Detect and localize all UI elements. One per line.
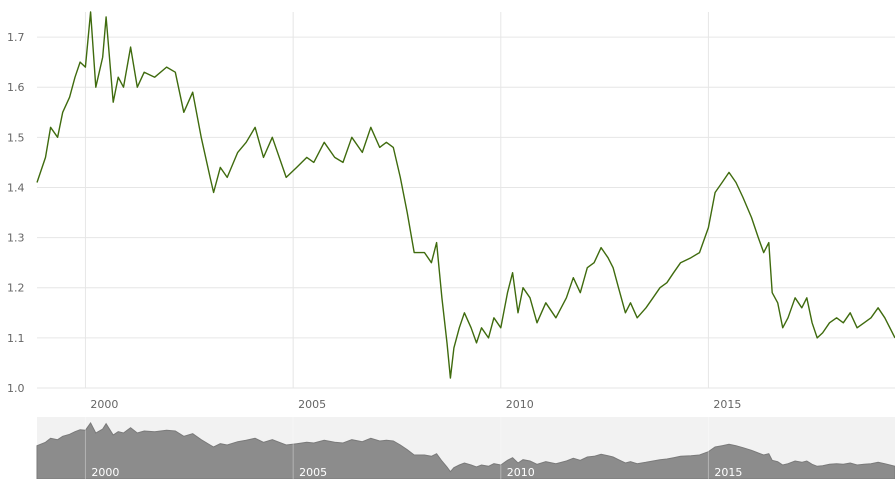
x-tick-label: 2010: [506, 398, 534, 411]
y-tick-label: 1.7: [7, 31, 25, 44]
y-tick-label: 1.0: [7, 382, 25, 395]
navigator-tick-label: 2005: [299, 466, 327, 479]
navigator-tick-label: 2010: [507, 466, 535, 479]
y-tick-label: 1.2: [7, 282, 25, 295]
x-tick-label: 2000: [90, 398, 118, 411]
navigator-area: [36, 422, 895, 480]
y-tick-label: 1.5: [7, 131, 25, 144]
y-tick-label: 1.6: [7, 81, 25, 94]
navigator-tick-label: 2000: [91, 466, 119, 479]
x-tick-label: 2015: [713, 398, 741, 411]
series-line: [36, 11, 895, 379]
x-tick-label: 2005: [298, 398, 326, 411]
y-tick-label: 1.1: [7, 332, 25, 345]
y-tick-label: 1.4: [7, 181, 25, 194]
navigator-tick-label: 2015: [714, 466, 742, 479]
y-tick-label: 1.3: [7, 232, 25, 245]
